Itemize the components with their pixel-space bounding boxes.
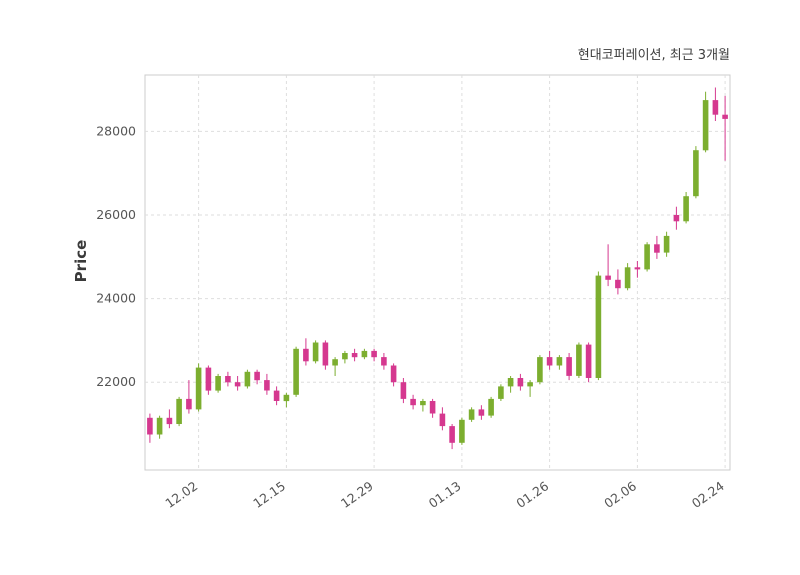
candle-down (722, 114, 728, 119)
x-tick-label: 12.15 (250, 478, 288, 511)
candle-down (546, 357, 553, 366)
candle-down (400, 382, 407, 399)
candle-up (644, 244, 650, 270)
candle-down (654, 244, 660, 253)
candle-down (351, 353, 358, 358)
candle-down (234, 382, 241, 387)
candle-up (195, 367, 202, 410)
candle-up (156, 417, 163, 435)
candle-down (517, 378, 524, 387)
candle-down (673, 215, 680, 222)
candle-down (615, 279, 621, 289)
candle-up (683, 196, 689, 222)
candle-up (663, 235, 670, 253)
candle-down (439, 413, 446, 427)
x-tick-label: 12.29 (338, 478, 376, 511)
candle-down (390, 365, 397, 383)
candle-down (225, 376, 231, 383)
candle-up (556, 357, 563, 366)
candle-up (507, 378, 514, 387)
plot-border (144, 74, 731, 471)
y-tick-label: 26000 (96, 207, 136, 222)
candle-up (498, 386, 504, 399)
x-tick-label: 01.13 (426, 478, 464, 511)
candle-down (449, 426, 455, 443)
candle-down (273, 390, 280, 401)
x-tick-label: 01.26 (513, 478, 551, 511)
candle-up (576, 344, 582, 376)
y-tick-label: 28000 (96, 123, 136, 138)
candle-up (293, 348, 299, 395)
candle-up (527, 382, 533, 387)
candle-up (595, 275, 602, 378)
y-tick-label: 24000 (96, 291, 136, 306)
candle-down (166, 417, 173, 425)
candle-up (537, 357, 543, 383)
y-axis-label: Price (72, 239, 90, 283)
candle-down (371, 350, 377, 358)
candle-up (420, 401, 426, 406)
candle-down (264, 380, 270, 391)
x-tick-label: 02.24 (689, 478, 727, 511)
candle-up (361, 350, 368, 358)
candle-up (342, 353, 348, 360)
y-tick-label: 22000 (96, 374, 136, 389)
candle-up (244, 371, 251, 387)
candle-down (254, 371, 260, 381)
candle-down (605, 275, 611, 280)
candle-down (478, 409, 485, 416)
candle-down (585, 344, 592, 378)
candle-down (147, 417, 153, 435)
candle-up (702, 100, 709, 151)
candle-down (381, 357, 387, 366)
candle-up (176, 398, 182, 424)
chart-title: 현대코퍼레이션, 최근 3개월 (577, 48, 730, 63)
candle-up (283, 394, 290, 402)
candle-down (566, 357, 572, 376)
candle-up (468, 409, 475, 420)
candle-down (303, 348, 309, 362)
candle-down (634, 267, 641, 270)
candle-down (410, 398, 416, 406)
candle-up (215, 376, 221, 391)
candle-down (205, 367, 212, 391)
candle-up (312, 342, 319, 362)
candle-up (332, 359, 338, 366)
candle-up (693, 150, 699, 197)
candle-down (712, 100, 719, 115)
candle-up (488, 398, 494, 416)
x-tick-label: 12.02 (162, 478, 200, 511)
candle-down (429, 401, 436, 414)
candle-up (624, 267, 631, 289)
candle-down (322, 342, 329, 366)
candle-up (459, 419, 465, 443)
candle-down (186, 398, 192, 410)
x-tick-label: 02.06 (601, 478, 639, 511)
